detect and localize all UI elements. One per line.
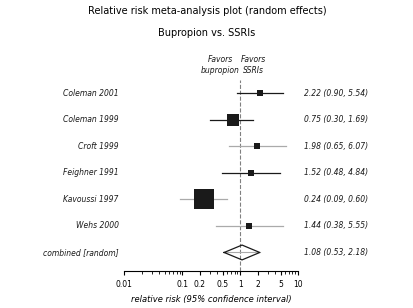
Text: combined [random]: combined [random] [43, 248, 119, 257]
Text: 1.98 (0.65, 6.07): 1.98 (0.65, 6.07) [303, 142, 367, 151]
Text: 0.75 (0.30, 1.69): 0.75 (0.30, 1.69) [303, 116, 367, 124]
Text: 1.44 (0.38, 5.55): 1.44 (0.38, 5.55) [303, 221, 367, 230]
Text: 0.24 (0.09, 0.60): 0.24 (0.09, 0.60) [303, 195, 367, 204]
Text: Coleman 2001: Coleman 2001 [63, 89, 119, 98]
Text: 2.22 (0.90, 5.54): 2.22 (0.90, 5.54) [303, 89, 367, 98]
Text: 1.08 (0.53, 2.18): 1.08 (0.53, 2.18) [303, 248, 367, 257]
Text: 1.52 (0.48, 4.84): 1.52 (0.48, 4.84) [303, 168, 367, 177]
Text: Bupropion vs. SSRIs: Bupropion vs. SSRIs [158, 28, 255, 38]
Text: Coleman 1999: Coleman 1999 [63, 116, 119, 124]
Text: Favors
bupropion: Favors bupropion [200, 55, 239, 75]
Text: Feighner 1991: Feighner 1991 [63, 168, 119, 177]
X-axis label: relative risk (95% confidence interval): relative risk (95% confidence interval) [131, 295, 291, 304]
Text: Croft 1999: Croft 1999 [78, 142, 119, 151]
Text: Kavoussi 1997: Kavoussi 1997 [63, 195, 119, 204]
Text: Relative risk meta-analysis plot (random effects): Relative risk meta-analysis plot (random… [88, 6, 325, 16]
Text: Favors
SSRIs: Favors SSRIs [240, 55, 266, 75]
Text: Wehs 2000: Wehs 2000 [76, 221, 119, 230]
